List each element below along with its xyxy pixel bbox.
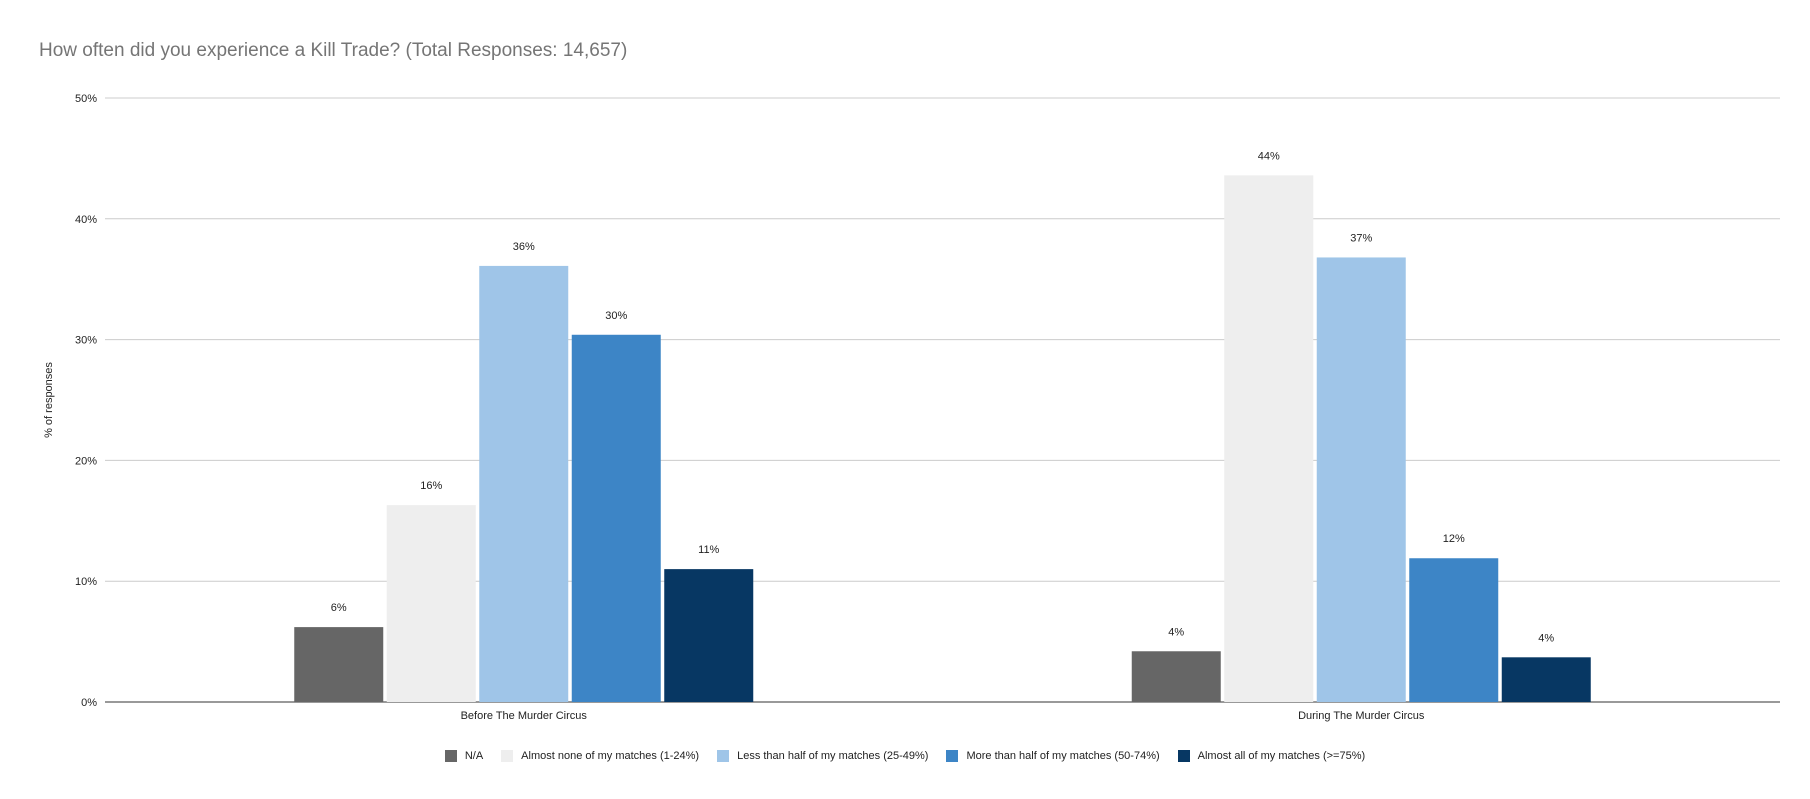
chart-legend: N/A Almost none of my matches (1-24%) Less… [0,746,1810,766]
chart-title: How often did you experience a Kill Trad… [39,40,628,61]
data-label: 44% [1258,150,1280,162]
data-label: 16% [420,480,442,492]
data-label: 36% [513,241,535,253]
data-label: 12% [1443,533,1465,545]
legend-label: N/A [464,750,484,762]
legend-item: Almost all of my matches (>=75%) [1177,750,1366,762]
bar [386,505,476,702]
legend-item: Less than half of my matches (25-49%) [717,750,928,762]
legend-label: Less than half of my matches (25-49%) [737,750,929,762]
bar [479,265,569,702]
legend-label: More than half of my matches (50-74%) [966,750,1160,762]
legend-label: Almost none of my matches (1-24%) [521,750,700,762]
bar [664,569,754,702]
y-tick-label: 40% [75,214,97,226]
bar [1316,257,1406,702]
legend-item: More than half of my matches (50-74%) [946,750,1160,762]
y-tick-label: 30% [75,335,97,347]
legend-item: Almost none of my matches (1-24%) [501,750,699,762]
legend-swatch [946,750,959,762]
bar [571,334,661,702]
data-label: 37% [1350,232,1372,244]
data-label: 4% [1168,626,1184,638]
y-tick-label: 50% [75,93,97,105]
y-tick-label: 0% [81,697,97,709]
legend-item: N/A [444,750,484,762]
y-tick-label: 10% [75,576,97,588]
legend-swatch [1177,750,1190,762]
data-label: 11% [698,544,719,556]
bar [1224,175,1314,702]
y-axis-title: % of responses [43,362,55,438]
x-tick-label: During The Murder Circus [1298,710,1425,722]
legend-swatch [501,750,514,762]
bar [1501,657,1591,702]
bar [294,627,384,702]
x-tick-label: Before The Murder Circus [461,710,588,722]
data-label: 4% [1538,632,1554,644]
legend-label: Almost all of my matches (>=75%) [1197,750,1366,762]
legend-swatch [444,750,457,762]
bar [1409,558,1499,702]
data-label: 30% [605,310,627,322]
y-tick-label: 20% [75,455,97,467]
legend-swatch [717,750,730,762]
bar [1131,651,1221,702]
data-label: 6% [331,602,347,614]
